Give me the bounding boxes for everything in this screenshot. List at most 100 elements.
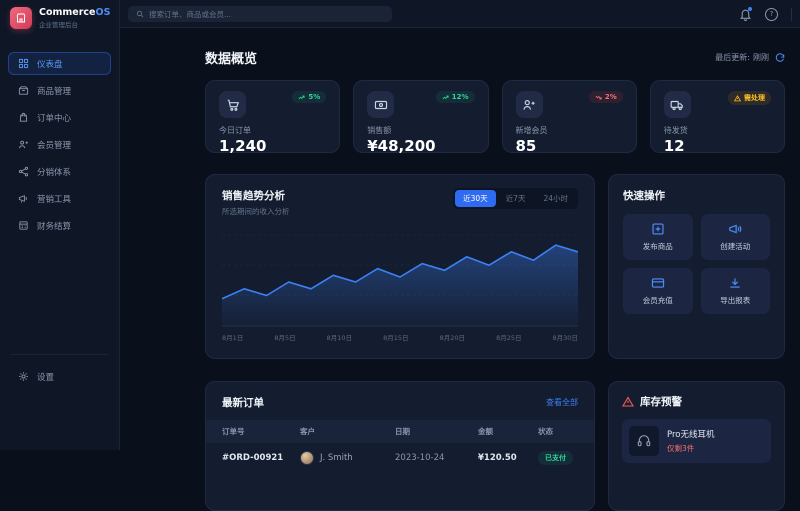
members-users-icon [19,140,28,149]
trend-down-icon [595,95,602,99]
warning-badge: 需处理 [728,91,771,105]
sidebar-settings-label: 设置 [37,372,55,383]
stat-label: 新增会员 [515,126,548,135]
warning-triangle-icon [622,395,634,407]
orders-table-header: 订单号 客户 日期 金额 状态 [206,420,594,443]
member-recharge-button[interactable]: 会员充值 [623,268,693,314]
quick-actions-title: 快速操作 [623,190,665,202]
stat-value: 1,240 [219,137,267,155]
order-bag-icon [19,112,28,122]
sidebar-item-orders[interactable]: 订单中心 [8,106,111,129]
trend-badge: 5% [292,91,327,103]
sidebar-item-label: 财务结算 [37,221,72,232]
sidebar-item-label: 订单中心 [37,113,72,124]
latest-orders-card: 最新订单 查看全部 订单号 客户 日期 金额 状态 #ORD-00921 J. … [205,381,595,511]
last-updated: 最后更新: 刚刚 [715,52,785,63]
sidebar-item-marketing[interactable]: 营销工具 [8,187,111,210]
last-updated-label: 最后更新: [715,53,750,62]
stat-card-new-members[interactable]: 2% 新增会员 85 [501,80,637,155]
sidebar-item-label: 仪表盘 [37,59,63,70]
sidebar-item-distribution[interactable]: 分销体系 [8,160,111,183]
page-title: 数据概览 [205,52,258,67]
stats-row: 5% 今日订单 1,240 12% 销售额 ¥48,200 [205,80,785,155]
publish-product-button[interactable]: 发布商品 [623,214,693,260]
stat-label: 待发货 [663,126,688,135]
sidebar-item-label: 分销体系 [37,167,72,178]
gear-icon [19,372,28,381]
marketing-megaphone-icon [18,195,27,203]
sidebar-item-label: 营销工具 [37,194,72,205]
trend-chart-svg [222,234,578,327]
user-plus-icon [515,91,543,118]
range-tabs: 近30天 近7天 24小时 [453,188,578,209]
stock-warning: 仅剩3件 [667,444,695,453]
main-content: 数据概览 最后更新: 刚刚 5% [120,28,800,511]
help-button[interactable]: ? [765,7,778,21]
col-date: 日期 [395,427,410,436]
sidebar-item-finance[interactable]: 财务结算 [8,214,111,237]
sales-trend-card: 销售趋势分析 所选期间的收入分析 近30天 近7天 24小时 [205,174,595,359]
last-updated-value: 刚刚 [753,53,769,62]
warning-triangle-icon [734,94,741,101]
trend-up-icon [298,95,305,99]
product-box-icon [18,86,29,95]
quick-action-label: 创建活动 [720,242,751,251]
stat-card-sales[interactable]: 12% 销售额 ¥48,200 [353,80,489,155]
chart-subtitle: 所选期间的收入分析 [222,207,290,216]
brand-name: CommerceOS [39,7,111,19]
refresh-icon [775,52,785,62]
sidebar-divider [10,354,109,355]
range-tab-7d[interactable]: 近7天 [505,194,526,203]
stat-card-orders-today[interactable]: 5% 今日订单 1,240 [205,80,341,155]
stat-value: ¥48,200 [367,137,436,155]
x-axis-label: 8月15日 [383,334,409,342]
export-report-button[interactable]: 导出报表 [700,268,770,314]
create-campaign-button[interactable]: 创建活动 [700,214,770,260]
distribution-network-icon [18,166,29,177]
cart-icon [219,91,246,118]
view-all-link[interactable]: 查看全部 [546,398,578,407]
stat-card-pending-shipment[interactable]: 需处理 待发货 12 [649,80,785,155]
search-input[interactable] [149,9,384,19]
product-name: Pro无线耳机 [667,430,715,440]
area-chart: 8月1日 8月5日 8月10日 8月15日 8月20日 8月25日 8月30日 [222,227,578,342]
x-axis-label: 8月5日 [274,334,296,342]
order-row[interactable]: #ORD-00921 J. Smith 2023-10-24 ¥120.50 已… [206,443,594,473]
refresh-button[interactable] [775,52,785,63]
x-axis-label: 8月30日 [552,334,578,342]
global-search[interactable] [128,6,392,22]
range-tab-30d[interactable]: 近30天 [455,190,496,207]
sidebar-item-members[interactable]: 会员管理 [8,133,111,156]
sidebar-item-dashboard[interactable]: 仪表盘 [8,52,111,75]
quick-action-label: 会员充值 [642,296,673,305]
stat-label: 销售额 [367,126,392,135]
order-amount: ¥120.50 [478,453,517,463]
inventory-item[interactable]: Pro无线耳机 仅剩3件 [622,419,771,463]
order-id: #ORD-00921 [222,453,284,463]
order-status: 已支付 [538,451,578,465]
trend-up-icon [442,95,449,99]
col-order-id: 订单号 [222,427,245,436]
sidebar-item-settings[interactable]: 设置 [8,365,111,388]
sidebar-nav: 仪表盘 商品管理 订单中心 会员管理 分销体系 [0,52,119,237]
brand-subtitle: 企业管理后台 [39,20,78,29]
quick-action-label: 发布商品 [642,242,673,251]
banknote-icon [367,91,395,118]
truck-icon [663,91,691,118]
stat-value: 12 [663,137,685,155]
dashboard-grid-icon [18,58,29,69]
product-thumbnail [629,426,659,456]
inventory-title: 库存预警 [640,396,682,408]
search-icon [136,10,144,18]
credit-card-icon [651,278,664,288]
sidebar-item-products[interactable]: 商品管理 [8,79,111,102]
storefront-icon [16,13,26,23]
plus-square-icon [652,223,664,235]
col-status: 状态 [538,427,553,436]
x-axis-labels: 8月1日 8月5日 8月10日 8月15日 8月20日 8月25日 8月30日 [222,332,578,342]
help-glyph: ? [769,10,774,18]
page-header: 数据概览 最后更新: 刚刚 [205,48,785,67]
notifications-button[interactable] [739,6,752,21]
range-tab-24h[interactable]: 24小时 [543,194,568,203]
col-customer: 客户 [300,427,315,436]
